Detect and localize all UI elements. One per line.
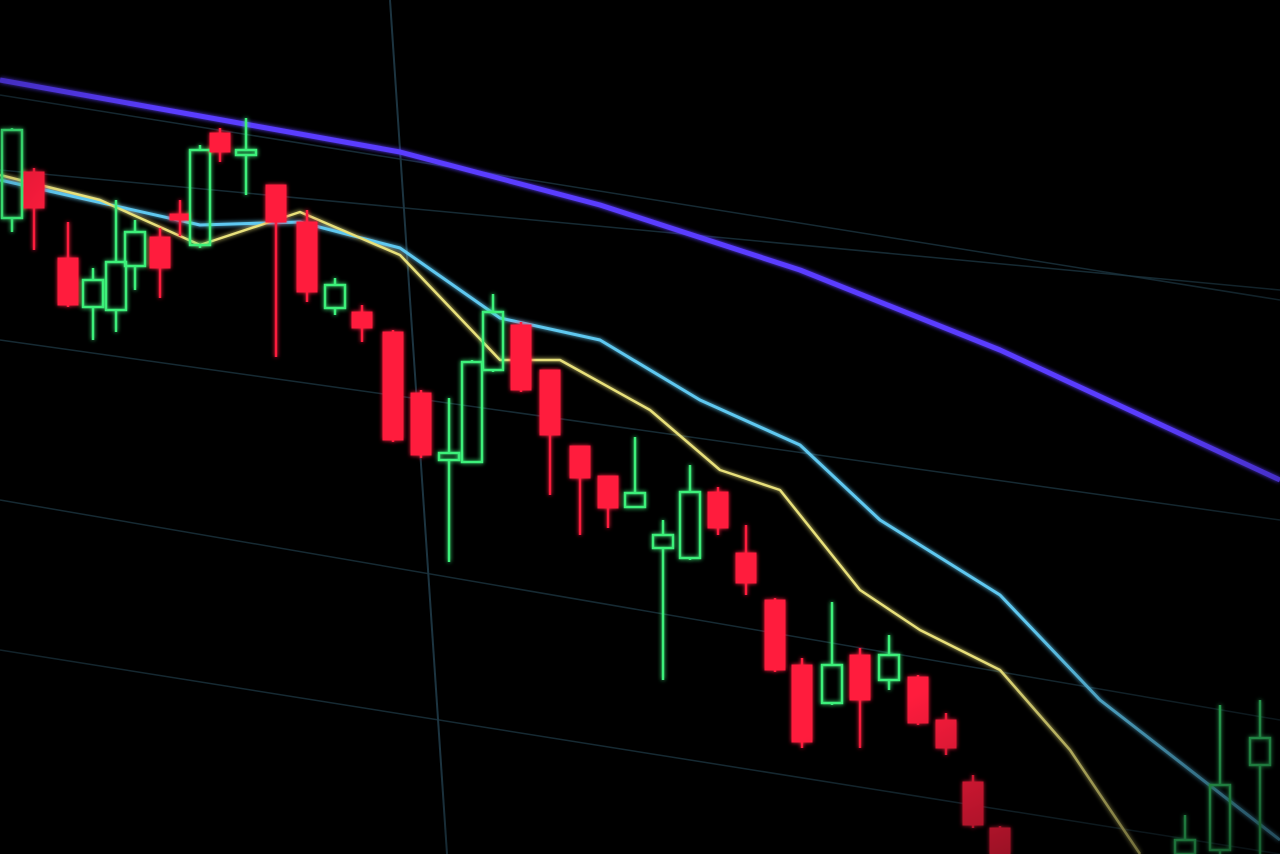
vignette [0,0,1280,854]
candlestick-chart-photo [0,0,1280,854]
